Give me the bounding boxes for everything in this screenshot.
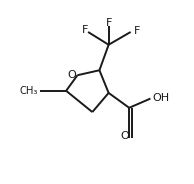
Text: O: O xyxy=(121,131,130,141)
Text: F: F xyxy=(106,18,112,28)
Text: CH₃: CH₃ xyxy=(19,86,38,96)
Text: F: F xyxy=(82,25,88,35)
Text: F: F xyxy=(133,26,140,36)
Text: O: O xyxy=(67,70,76,79)
Text: OH: OH xyxy=(152,93,170,103)
